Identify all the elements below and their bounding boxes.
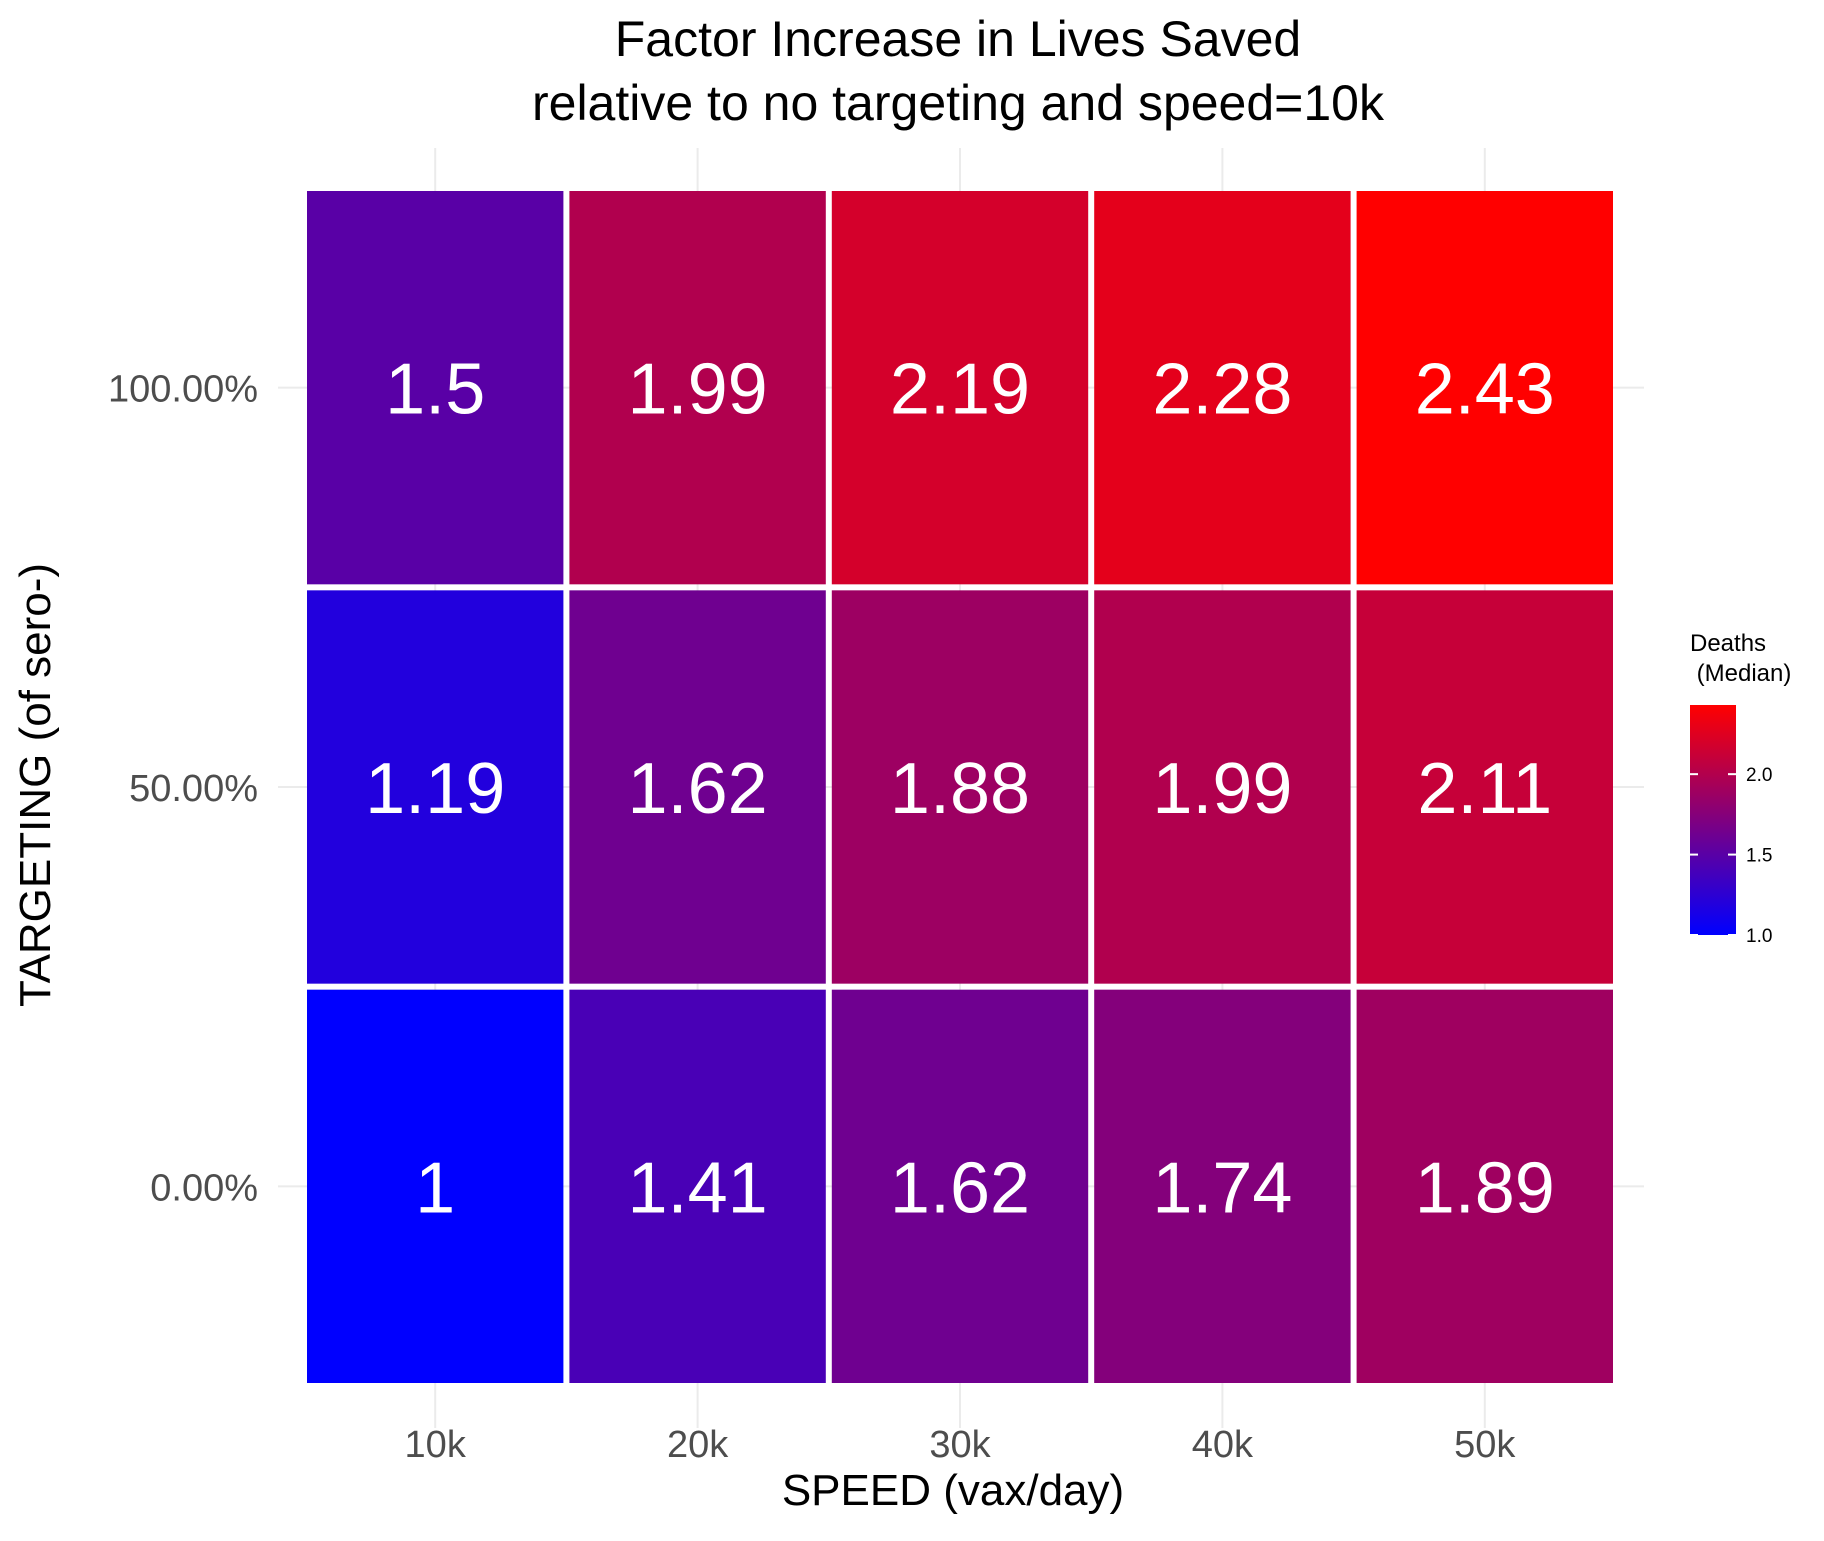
cell-value-labels: 1 1.41 1.62 1.74 1.89 1.19 1.62 1.88 1.99 2.11 1.5… (365, 350, 1555, 1229)
x-tick-label: 40k (1192, 1424, 1254, 1466)
cell-value-label: 1.88 (890, 749, 1030, 829)
cell-value-label: 1.62 (628, 749, 768, 829)
y-tick-label: 0.00% (150, 1167, 258, 1209)
chart-title: Factor Increase in Lives Saved (615, 11, 1301, 67)
cell-value-label: 1.19 (365, 749, 505, 829)
cell-value-label: 1.89 (1415, 1148, 1555, 1228)
heatmap-cell (307, 191, 564, 585)
cell-value-label: 1 (415, 1148, 455, 1228)
heatmap-cell (569, 590, 826, 984)
heatmap-cell (1356, 989, 1613, 1383)
heatmap-cell (307, 590, 564, 984)
legend-colorbar (1690, 705, 1736, 935)
legend-title-line2: (Median) (1690, 660, 1791, 687)
cell-value-label: 2.19 (890, 350, 1030, 430)
legend-ticks: 1.0 1.5 2.0 (1690, 765, 1772, 947)
cell-value-label: 1.99 (1152, 749, 1292, 829)
heatmap-cell (1094, 590, 1351, 984)
legend-tick-label: 2.0 (1746, 765, 1772, 786)
heatmap-cell (569, 989, 826, 1383)
legend-tick-label: 1.0 (1746, 926, 1772, 947)
axis-ticks: 10k 20k 30k 40k 50k 0.00% 50.00% 100.00% (108, 369, 1516, 1466)
legend: Deaths (Median) 1.0 1.5 2.0 (1690, 630, 1791, 947)
heatmap-cells (307, 191, 1613, 1383)
chart-subtitle: relative to no targeting and speed=10k (532, 75, 1385, 131)
heatmap-cell (1356, 191, 1613, 585)
x-tick-label: 50k (1454, 1424, 1516, 1466)
heatmap-cell (831, 191, 1089, 585)
x-axis-label: SPEED (vax/day) (782, 1466, 1124, 1515)
x-tick-label: 20k (667, 1424, 729, 1466)
heatmap-cell (831, 989, 1089, 1383)
heatmap-cell (1356, 590, 1613, 984)
cell-value-label: 1.5 (385, 350, 485, 430)
heatmap-cell (1094, 191, 1351, 585)
cell-value-label: 1.41 (628, 1148, 768, 1228)
y-tick-label: 50.00% (129, 768, 258, 810)
heatmap-cell (831, 590, 1089, 984)
cell-value-label: 2.43 (1415, 350, 1555, 430)
heatmap-cell (307, 989, 564, 1383)
y-axis-label: TARGETING (of sero-) (11, 563, 60, 1007)
y-tick-label: 100.00% (108, 369, 258, 411)
cell-value-label: 1.99 (628, 350, 768, 430)
legend-tick-label: 1.5 (1746, 846, 1772, 867)
cell-value-label: 1.62 (890, 1148, 1030, 1228)
x-tick-label: 30k (929, 1424, 991, 1466)
legend-title-line1: Deaths (1690, 630, 1766, 657)
x-tick-label: 10k (405, 1424, 467, 1466)
heatmap-cell (1094, 989, 1351, 1383)
cell-value-label: 1.74 (1152, 1148, 1292, 1228)
cell-value-label: 2.11 (1417, 749, 1552, 829)
cell-value-label: 2.28 (1152, 350, 1292, 430)
heatmap-cell (569, 191, 826, 585)
